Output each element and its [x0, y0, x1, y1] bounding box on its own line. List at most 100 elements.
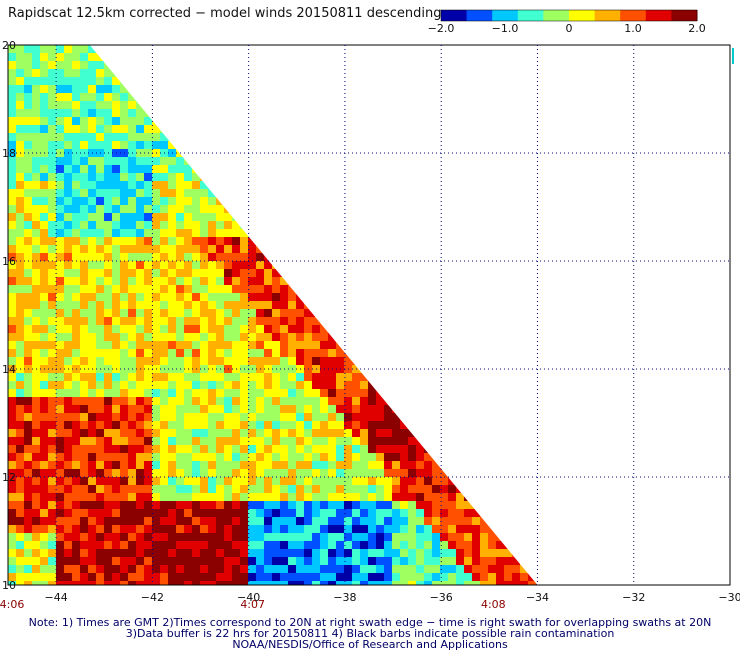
heatmap-cell [104, 341, 112, 349]
heatmap-cell [120, 245, 128, 253]
heatmap-cell [80, 389, 88, 397]
heatmap-cell [472, 213, 480, 221]
heatmap-cell [272, 205, 280, 213]
heatmap-cell [704, 317, 712, 325]
heatmap-cell [224, 237, 232, 245]
heatmap-cell [192, 69, 200, 77]
heatmap-cell [304, 453, 312, 461]
heatmap-cell [112, 165, 120, 173]
heatmap-cell [432, 165, 440, 173]
heatmap-cell [312, 173, 320, 181]
heatmap-cell [176, 341, 184, 349]
heatmap-cell [384, 349, 392, 357]
heatmap-cell [288, 109, 296, 117]
heatmap-cell [256, 125, 264, 133]
heatmap-cell [368, 85, 376, 93]
heatmap-cell [160, 373, 168, 381]
heatmap-cell [144, 437, 152, 445]
heatmap-cell [448, 317, 456, 325]
heatmap-cell [336, 285, 344, 293]
heatmap-cell [496, 293, 504, 301]
heatmap-cell [304, 389, 312, 397]
colorbar-swatch [595, 10, 621, 21]
heatmap-cell [288, 413, 296, 421]
heatmap-cell [288, 309, 296, 317]
heatmap-cell [208, 317, 216, 325]
heatmap-cell [48, 269, 56, 277]
heatmap-cell [96, 93, 104, 101]
heatmap-cell [360, 445, 368, 453]
heatmap-cell [512, 261, 520, 269]
heatmap-cell [624, 301, 632, 309]
heatmap-cell [552, 181, 560, 189]
heatmap-cell [120, 237, 128, 245]
heatmap-cell [664, 93, 672, 101]
heatmap-cell [496, 181, 504, 189]
heatmap-cell [464, 349, 472, 357]
heatmap-cell [520, 133, 528, 141]
heatmap-cell [384, 173, 392, 181]
heatmap-cell [408, 101, 416, 109]
heatmap-cell [96, 245, 104, 253]
heatmap-cell [192, 125, 200, 133]
heatmap-cell [720, 405, 728, 413]
heatmap-cell [176, 261, 184, 269]
heatmap-cell [120, 85, 128, 93]
heatmap-cell [544, 269, 552, 277]
heatmap-cell [408, 285, 416, 293]
heatmap-cell [280, 101, 288, 109]
heatmap-cell [304, 261, 312, 269]
heatmap-cell [352, 125, 360, 133]
heatmap-cell [384, 69, 392, 77]
heatmap-cell [480, 229, 488, 237]
heatmap-cell [296, 213, 304, 221]
heatmap-cell [360, 253, 368, 261]
heatmap-cell [248, 453, 256, 461]
heatmap-cell [592, 325, 600, 333]
heatmap-cell [224, 101, 232, 109]
heatmap-cell [688, 301, 696, 309]
heatmap-cell [312, 69, 320, 77]
heatmap-cell [88, 389, 96, 397]
heatmap-cell [200, 477, 208, 485]
heatmap-cell [112, 117, 120, 125]
heatmap-cell [488, 445, 496, 453]
heatmap-cell [352, 77, 360, 85]
heatmap-cell [728, 357, 736, 365]
heatmap-cell [568, 93, 576, 101]
heatmap-cell [352, 413, 360, 421]
heatmap-cell [360, 413, 368, 421]
heatmap-cell [568, 253, 576, 261]
heatmap-cell [64, 93, 72, 101]
heatmap-cell [384, 229, 392, 237]
heatmap-cell [696, 381, 704, 389]
heatmap-cell [88, 349, 96, 357]
heatmap-cell [424, 261, 432, 269]
heatmap-cell [632, 317, 640, 325]
heatmap-cell [616, 205, 624, 213]
heatmap-cell [328, 269, 336, 277]
heatmap-cell [376, 261, 384, 269]
colorbar-swatch [492, 10, 518, 21]
heatmap-cell [680, 253, 688, 261]
heatmap-cell [584, 253, 592, 261]
heatmap-cell [120, 389, 128, 397]
heatmap-cell [504, 341, 512, 349]
heatmap-cell [384, 101, 392, 109]
heatmap-cell [176, 309, 184, 317]
heatmap-cell [264, 213, 272, 221]
heatmap-cell [392, 373, 400, 381]
heatmap-cell [288, 69, 296, 77]
heatmap-cell [248, 389, 256, 397]
heatmap-cell [696, 429, 704, 437]
heatmap-cell [248, 109, 256, 117]
heatmap-cell [352, 341, 360, 349]
heatmap-cell [456, 325, 464, 333]
heatmap-cell [168, 93, 176, 101]
heatmap-cell [312, 85, 320, 93]
heatmap-cell [456, 189, 464, 197]
heatmap-cell [48, 437, 56, 445]
heatmap-cell [656, 381, 664, 389]
heatmap-cell [48, 253, 56, 261]
heatmap-cell [432, 69, 440, 77]
